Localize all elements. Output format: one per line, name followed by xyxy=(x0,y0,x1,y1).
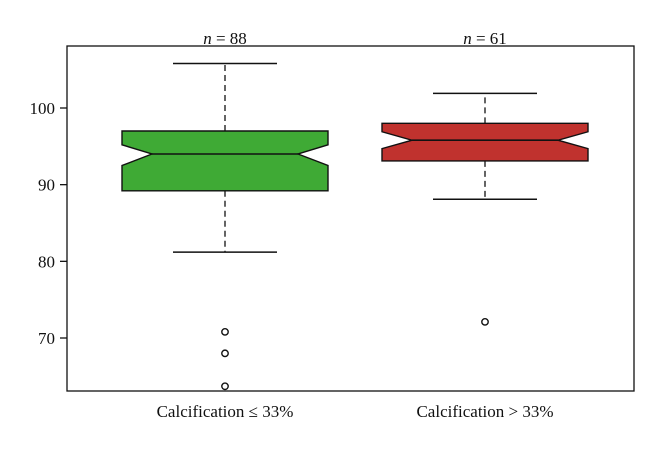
sample-size-value: = 88 xyxy=(212,29,247,48)
sample-size-label-2: n = 61 xyxy=(463,29,507,48)
y-tick-label-80: 80 xyxy=(38,252,55,271)
category-label-1: Calcification ≤ 33% xyxy=(157,402,294,421)
y-axis: 70 80 90 100 xyxy=(30,99,67,348)
outlier-point xyxy=(221,382,229,391)
plot-frame xyxy=(66,45,635,392)
labels: n = 88 Calcification ≤ 33% n = 61 Calcifica… xyxy=(157,29,554,421)
notched-box xyxy=(121,130,329,192)
notched-box xyxy=(381,122,589,162)
sample-size-symbol: n xyxy=(463,29,472,48)
box-1 xyxy=(121,62,329,391)
outlier-point xyxy=(221,327,229,336)
outlier-point xyxy=(221,349,229,358)
y-tick-label-90: 90 xyxy=(38,176,55,195)
sample-size-symbol: n xyxy=(203,29,212,48)
category-label-2: Calcification > 33% xyxy=(416,402,553,421)
y-tick-label-100: 100 xyxy=(30,99,56,118)
y-tick-label-70: 70 xyxy=(38,329,55,348)
box-2 xyxy=(381,92,589,326)
sample-size-label-1: n = 88 xyxy=(203,29,247,48)
boxes xyxy=(121,62,589,391)
sample-size-value: = 61 xyxy=(472,29,507,48)
outlier-point xyxy=(481,317,489,326)
